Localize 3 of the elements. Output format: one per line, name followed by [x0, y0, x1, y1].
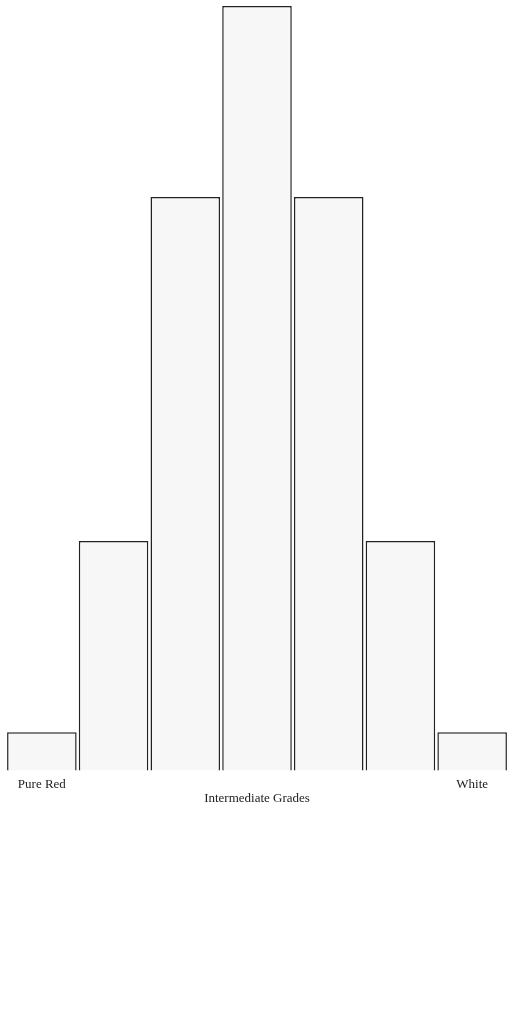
x-tick-label: White — [456, 775, 489, 791]
x-tick-label: Pure Red — [17, 775, 67, 791]
text: Intermediate Grades — [204, 790, 310, 806]
